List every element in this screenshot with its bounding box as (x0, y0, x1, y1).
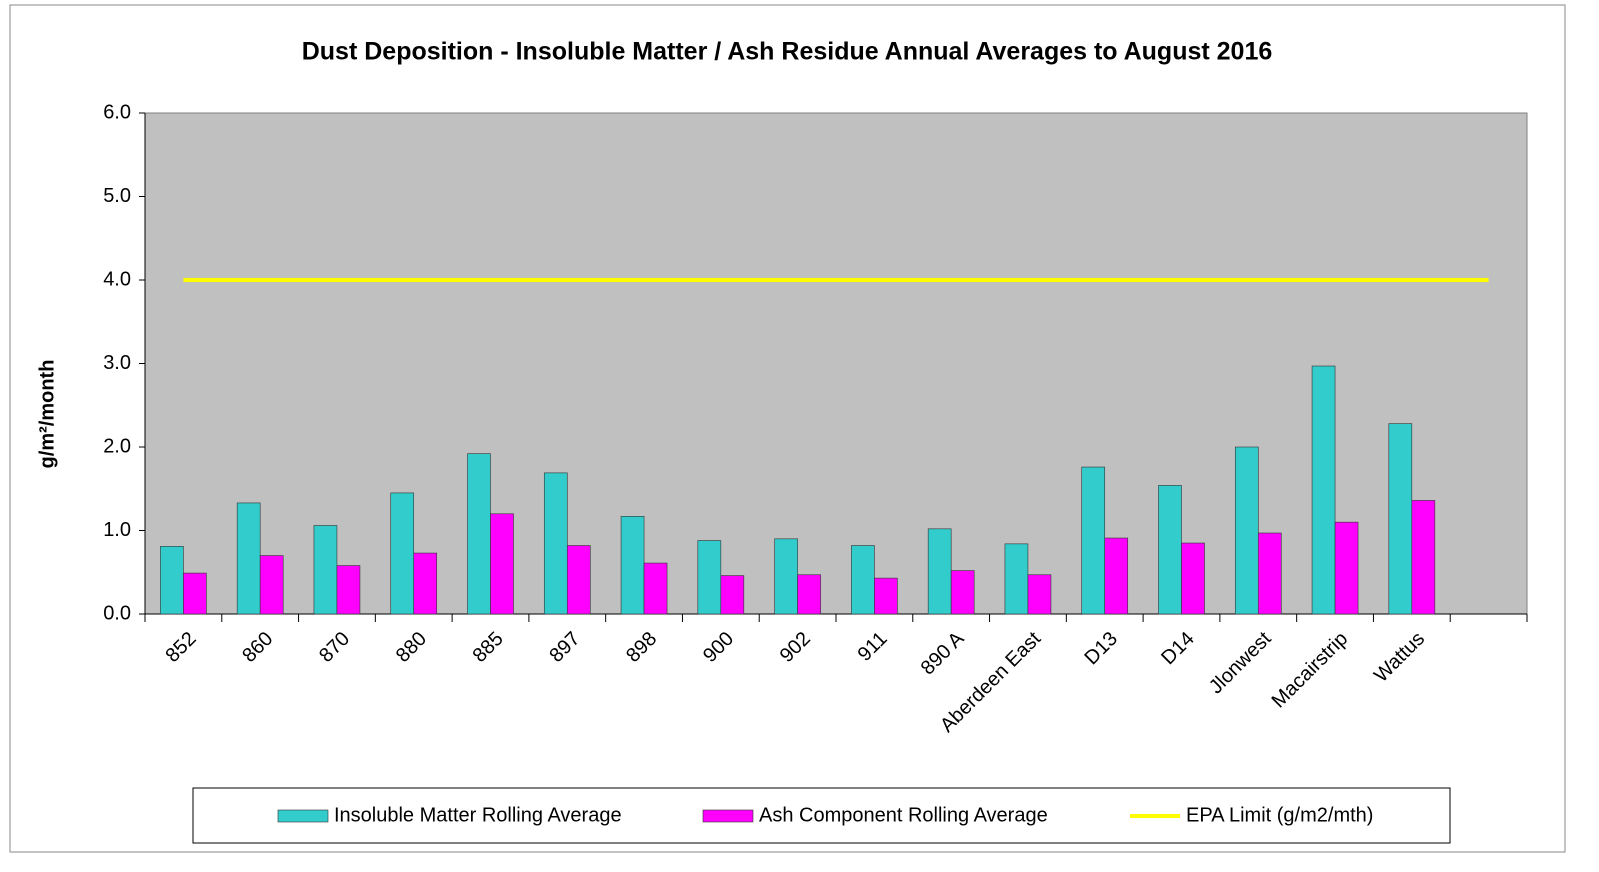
bar (1411, 500, 1436, 615)
bar (1234, 446, 1259, 615)
bar (1388, 423, 1413, 615)
bar (1181, 542, 1205, 615)
bar (543, 472, 568, 615)
bar (927, 528, 952, 615)
plot-area (144, 112, 1528, 615)
bar (774, 538, 798, 615)
bar (490, 513, 514, 615)
bar (413, 552, 438, 615)
bar (1257, 532, 1282, 615)
bar (313, 525, 338, 615)
y-axis-label: g/m²/month (36, 360, 58, 469)
bar (620, 516, 645, 615)
bar (720, 575, 745, 615)
bar (336, 565, 361, 615)
bar (1158, 485, 1182, 615)
legend-label: EPA Limit (g/m2/mth) (1186, 804, 1373, 826)
bar (1004, 543, 1029, 615)
bar (467, 453, 491, 615)
legend-label: Ash Component Rolling Average (759, 804, 1048, 826)
legend-swatch (277, 809, 329, 823)
legend-label: Insoluble Matter Rolling Average (334, 804, 622, 826)
y-tick-label: 6.0 (103, 101, 131, 123)
chart-title: Dust Deposition - Insoluble Matter / Ash… (302, 38, 1273, 66)
bar (183, 572, 207, 615)
y-tick-label: 4.0 (103, 268, 131, 290)
bar (1334, 521, 1359, 615)
legend (192, 787, 1451, 844)
y-tick-label: 5.0 (103, 185, 131, 207)
bar (236, 502, 261, 615)
bar (566, 545, 591, 615)
y-tick-label: 2.0 (103, 435, 131, 457)
bar (160, 546, 184, 615)
bar (1081, 466, 1106, 615)
bar (851, 545, 875, 615)
y-tick-label: 3.0 (103, 352, 131, 374)
bar (797, 574, 821, 615)
legend-swatch (702, 809, 754, 823)
bar (697, 540, 722, 615)
bar (874, 577, 898, 615)
y-tick-label: 1.0 (103, 519, 131, 541)
bar (950, 570, 975, 615)
bar (1027, 574, 1052, 615)
bar (1104, 537, 1129, 615)
bar (643, 562, 668, 615)
bar (1311, 365, 1336, 615)
bar (390, 492, 415, 615)
y-tick-label: 0.0 (103, 602, 131, 624)
bar (259, 555, 284, 615)
